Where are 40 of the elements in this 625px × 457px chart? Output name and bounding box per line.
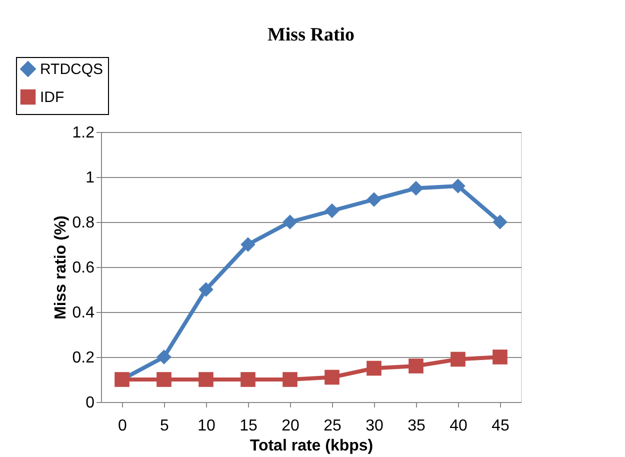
x-tick-label: 10 [198,418,216,434]
point [282,214,298,230]
legend-label: IDF [40,89,64,106]
point [492,350,508,364]
point [492,214,508,230]
y-tick-label: 1 [86,170,95,186]
x-tick-label: 40 [450,418,468,434]
point [240,372,256,387]
point [324,203,340,218]
point [408,358,424,374]
x-tick-label: 25 [324,418,342,434]
x-tick-label: 5 [160,418,170,434]
x-tick-label: 45 [492,418,510,434]
point [156,350,172,364]
x-tick-label: 15 [240,418,258,434]
x-tick-label: 30 [366,418,384,434]
point [240,237,256,252]
x-tick-label: 0 [118,418,128,434]
point [156,372,172,387]
x-tick-label: 20 [282,418,300,434]
legend-label: RTDCQS [40,61,104,78]
point [366,360,382,376]
x-axis-title: Total rate (kbps) [250,438,374,454]
y-tick-label: 0.8 [72,214,95,232]
x-tick-label: 35 [408,418,426,434]
point [450,178,466,194]
y-tick-label: 0.2 [72,350,95,366]
point [366,192,382,207]
chart-title: Miss Ratio [267,24,355,46]
y-tick-label: 0.4 [72,304,95,322]
y-tick-label: 1.2 [72,124,95,142]
point [450,352,466,367]
y-tick-label: 0.6 [72,260,95,276]
y-axis-title: Miss ratio (%) [52,215,70,320]
point [198,372,214,387]
y-tick-label: 0 [86,394,95,412]
point [408,180,424,196]
point [324,370,340,385]
point [282,372,298,387]
point [198,282,214,297]
